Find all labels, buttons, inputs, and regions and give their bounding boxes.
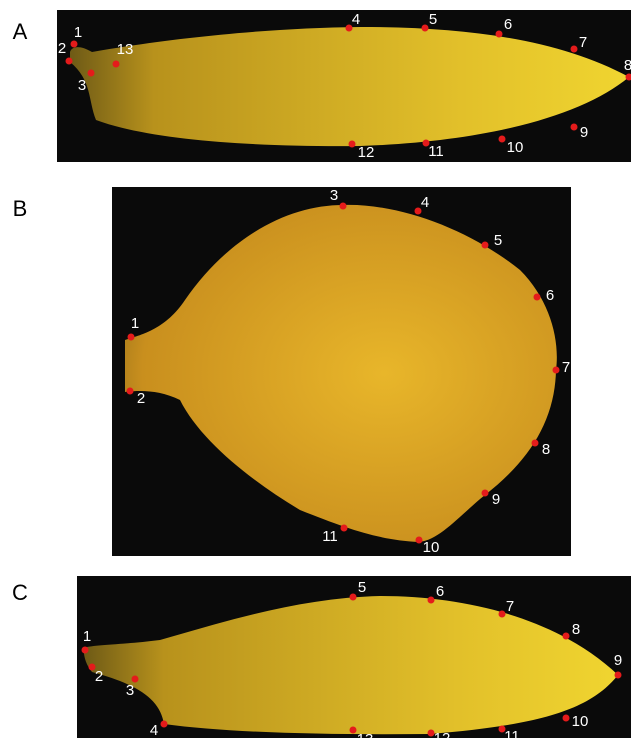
landmark-label: 9 (614, 652, 622, 669)
landmark-label: 3 (330, 187, 338, 204)
landmark-label: 13 (357, 731, 374, 748)
landmark-dot (496, 31, 503, 38)
landmark-label: 1 (131, 315, 139, 332)
panel-label: B (13, 196, 28, 221)
landmark-dot (428, 597, 435, 604)
landmark-dot (71, 41, 78, 48)
landmark-dot (482, 242, 489, 249)
landmark-dot (563, 715, 570, 722)
figure: A12345678910111213B1234567891011C1234567… (0, 0, 631, 748)
landmark-dot (615, 672, 622, 679)
landmark-label: 9 (580, 124, 588, 141)
landmark-dot (88, 70, 95, 77)
landmark-label: 11 (322, 528, 338, 545)
landmark-dot (350, 594, 357, 601)
landmark-label: 5 (429, 11, 437, 28)
landmark-dot (82, 647, 89, 654)
landmark-dot (482, 490, 489, 497)
landmark-label: 10 (507, 139, 524, 156)
landmark-label: 11 (428, 143, 444, 160)
landmark-label: 1 (83, 628, 91, 645)
landmark-label: 6 (436, 583, 444, 600)
landmark-label: 3 (78, 77, 86, 94)
landmark-label: 5 (358, 579, 366, 596)
landmark-label: 7 (562, 359, 570, 376)
landmark-dot (563, 633, 570, 640)
landmark-label: 2 (95, 668, 103, 685)
landmark-label: 2 (137, 390, 145, 407)
landmark-label: 8 (624, 57, 631, 74)
landmark-label: 12 (358, 144, 375, 161)
landmark-label: 5 (494, 232, 502, 249)
landmark-dot (553, 367, 560, 374)
landmark-dot (422, 25, 429, 32)
landmark-label: 11 (504, 728, 520, 745)
landmark-dot (349, 141, 356, 148)
landmark-label: 10 (423, 539, 440, 556)
landmark-label: 3 (126, 682, 134, 699)
landmark-dot (113, 61, 120, 68)
landmark-dot (161, 721, 168, 728)
landmark-dot (534, 294, 541, 301)
panel-label: C (12, 580, 28, 605)
landmark-label: 12 (434, 730, 451, 747)
landmark-dot (350, 727, 357, 734)
landmark-label: 6 (504, 16, 512, 33)
landmark-dot (571, 46, 578, 53)
landmark-dot (532, 440, 539, 447)
landmark-dot (571, 124, 578, 131)
landmark-label: 7 (579, 34, 587, 51)
landmark-dot (341, 525, 348, 532)
landmark-dot (128, 334, 135, 341)
landmark-label: 4 (352, 11, 360, 28)
landmark-dot (499, 136, 506, 143)
landmark-label: 2 (58, 40, 66, 57)
landmark-label: 13 (117, 41, 134, 58)
landmark-dot (416, 537, 423, 544)
landmark-dot (499, 611, 506, 618)
landmark-dot (340, 203, 347, 210)
landmark-label: 7 (506, 598, 514, 615)
landmark-label: 8 (572, 621, 580, 638)
landmark-dot (66, 58, 73, 65)
landmark-label: 1 (74, 24, 82, 41)
landmark-label: 4 (421, 194, 429, 211)
panel-label: A (13, 19, 28, 44)
landmark-label: 9 (492, 491, 500, 508)
landmark-label: 4 (150, 722, 158, 739)
landmark-label: 10 (572, 713, 589, 730)
landmark-dot (127, 388, 134, 395)
landmark-label: 6 (546, 287, 554, 304)
landmark-label: 8 (542, 441, 550, 458)
